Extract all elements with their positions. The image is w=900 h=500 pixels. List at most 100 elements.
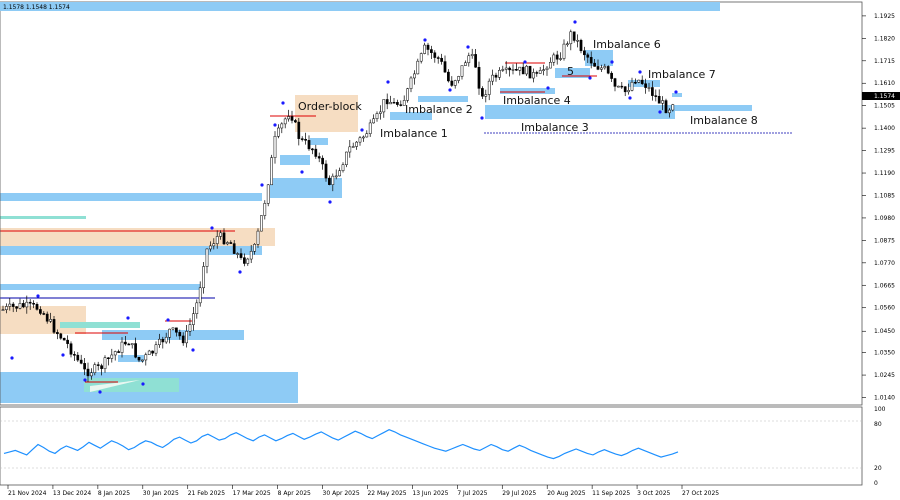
candle-body: [130, 343, 134, 346]
candle-body: [562, 43, 566, 59]
candle-body: [222, 232, 226, 245]
annotation-label: Imbalance 3: [521, 121, 589, 134]
candle-body: [22, 303, 25, 308]
zone-rect: [0, 306, 86, 334]
fractal-marker: [423, 38, 427, 42]
candle-body: [382, 99, 386, 113]
candle-body: [508, 67, 511, 71]
candle-body: [613, 78, 617, 87]
price-tick-label: 1.0350: [874, 350, 895, 357]
candle-body: [307, 140, 311, 150]
rsi-tick-label: 100: [874, 406, 886, 413]
candle-body: [538, 70, 542, 74]
candle-body: [600, 67, 603, 70]
candle-body: [528, 65, 532, 79]
fractal-marker: [166, 318, 170, 322]
date-tick-label: 30 Jan 2025: [143, 490, 179, 497]
candle-body: [623, 86, 627, 93]
zone-rect: [280, 155, 310, 165]
candle-body: [487, 80, 491, 95]
candle-body: [134, 343, 137, 358]
candle-body: [535, 72, 539, 74]
candle-body: [171, 327, 175, 330]
candle-body: [32, 302, 35, 305]
candle-body: [654, 95, 658, 97]
zone-rect: [0, 193, 262, 201]
candle-body: [151, 350, 154, 354]
price-tick-label: 1.0450: [874, 328, 895, 335]
candle-body: [42, 313, 46, 315]
zone-rect: [0, 245, 262, 255]
candle-body: [521, 66, 525, 75]
date-tick-label: 8 Apr 2025: [278, 490, 311, 497]
candle-body: [253, 244, 256, 252]
candle-body: [266, 184, 270, 204]
candle-body: [236, 253, 239, 255]
rsi-tick-label: 80: [874, 421, 882, 428]
candle-body: [572, 31, 576, 41]
fractal-marker: [10, 356, 14, 360]
candle-body: [270, 157, 273, 186]
candle-body: [304, 138, 307, 141]
candle-body: [362, 136, 365, 139]
info-bar: [0, 2, 720, 11]
zone-rect: [390, 112, 432, 120]
candle-body: [559, 58, 562, 60]
candle-body: [345, 151, 348, 165]
zone-rect: [500, 88, 555, 94]
candle-body: [365, 133, 369, 138]
date-tick-label: 7 Jul 2025: [457, 490, 487, 497]
candle-body: [294, 120, 297, 123]
candle-body: [484, 94, 488, 97]
candle-body: [246, 258, 250, 264]
candle-body: [212, 243, 216, 247]
candle-body: [280, 123, 284, 129]
candle-body: [583, 50, 586, 56]
candle-body: [450, 80, 454, 86]
info-text: 1.1578 1.1548 1.1574: [3, 4, 70, 11]
zone-rect: [418, 96, 468, 102]
date-tick-label: 29 Jul 2025: [502, 490, 536, 497]
candle-body: [141, 359, 144, 362]
fractal-marker: [480, 116, 484, 120]
date-tick-label: 21 Feb 2025: [188, 490, 226, 497]
candle-body: [389, 102, 392, 105]
fractal-marker: [658, 110, 662, 114]
fractal-marker: [386, 80, 390, 84]
candle-body: [28, 301, 32, 304]
fractal-marker: [61, 353, 65, 357]
candle-body: [79, 359, 83, 364]
candle-body: [552, 54, 556, 63]
candle-body: [328, 177, 331, 185]
candle-body: [147, 350, 151, 355]
candle-body: [511, 68, 515, 71]
candle-body: [453, 80, 457, 86]
candle-body: [464, 62, 467, 66]
candle-body: [56, 332, 59, 335]
fractal-marker: [588, 76, 592, 80]
date-tick-label: 3 Oct 2025: [637, 490, 670, 497]
candle-body: [569, 31, 573, 45]
candle-body: [474, 54, 477, 68]
candle-body: [45, 313, 49, 322]
candle-body: [647, 87, 651, 89]
levels-layer: [0, 62, 793, 392]
candle-body: [436, 57, 440, 59]
candle-body: [661, 100, 664, 104]
candle-body: [467, 55, 471, 64]
candle-body: [447, 71, 450, 82]
candle-body: [334, 175, 338, 178]
candle-body: [579, 39, 583, 52]
candle-body: [277, 127, 280, 137]
current-price-tag: [862, 92, 900, 100]
candle-body: [49, 319, 52, 322]
candle-body: [406, 88, 409, 101]
fractal-marker: [273, 123, 277, 127]
candle-body: [416, 60, 420, 75]
candle-body: [668, 109, 671, 114]
rsi-line: [3, 429, 679, 460]
candle-body: [195, 302, 199, 314]
candle-body: [287, 116, 290, 120]
annotation-label: Imbalance 2: [405, 103, 473, 116]
